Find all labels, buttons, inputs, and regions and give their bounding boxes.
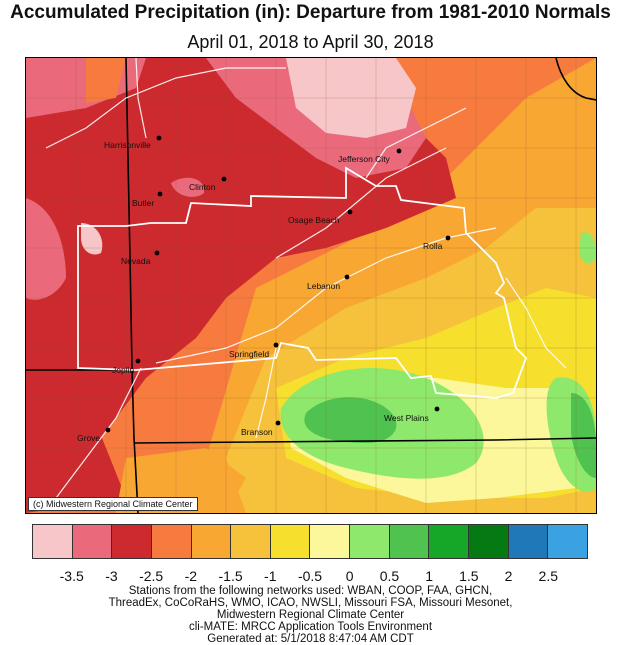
footer-line: Generated at: 5/1/2018 8:47:04 AM CDT [207,633,414,645]
footer-line: Midwestern Regional Climate Center [216,609,405,621]
legend-swatch [72,525,113,558]
city-dot [396,148,402,154]
legend-swatch [548,525,587,558]
city-dot [344,274,350,280]
legend-swatch [429,525,470,558]
city-dot [154,250,160,256]
legend-swatch [112,525,152,558]
legend-swatch [469,525,509,558]
legend-ticks: -3.5 -3 -2.5 -2 -1.5 -1 -0.5 0 0.5 1 1.5 2 2.5 [0,568,621,586]
legend-swatch [231,525,271,558]
city-dot [275,420,281,426]
legend-tick-label: 0 [345,568,354,584]
city-dot [221,176,227,182]
legend-swatch [389,525,430,558]
legend-swatch [151,525,192,558]
credit-label: (c) Midwestern Regional Climate Center [28,497,198,511]
legend-swatch [191,525,232,558]
city-label: Joplin [112,365,134,375]
map-subtitle: April 01, 2018 to April 30, 2018 [187,32,434,52]
legend-swatch [350,525,390,558]
city-dot [156,135,162,141]
legend-tick-label: 1.5 [459,568,479,584]
city-label: Jefferson City [338,154,391,164]
city-label: Grove [77,433,100,443]
city-label: Lebanon [307,281,340,291]
footer-notes: Stations from the following networks use… [0,585,621,645]
legend-swatch [33,525,73,558]
legend-tick-label: -3.5 [59,568,84,584]
city-label: Nevada [121,256,151,266]
legend-tick-label: -2 [184,568,198,584]
city-dot [445,235,451,241]
footer-line: ThreadEx, CoCoRaHS, WMO, ICAO, NWSLI, Mi… [108,597,513,609]
legend-tick-label: 2 [504,568,513,584]
city-label: West Plains [384,413,429,423]
city-markers: Harrisonville Jefferson City Clinton But… [77,135,451,443]
legend-tick-label: 2.5 [538,568,559,584]
city-label: Butler [132,198,154,208]
city-label: Springfield [229,349,269,359]
footer-line: Stations from the following networks use… [128,585,493,597]
legend-swatch [310,525,351,558]
city-label: Branson [241,427,273,437]
city-dot [105,427,111,433]
legend-tick-label: 0.5 [379,568,400,584]
footer-line: cli-MATE: MRCC Application Tools Environ… [188,621,433,633]
legend-swatch [508,525,549,558]
legend-tick-label: -1.5 [218,568,243,584]
city-label: Rolla [423,241,443,251]
city-dot [273,342,279,348]
city-dot [434,406,440,412]
legend-tick-label: 1 [425,568,434,584]
city-dot [347,209,353,215]
color-legend [32,524,588,559]
city-dot [157,191,163,197]
city-label: Harrisonville [104,140,151,150]
legend-tick-label: -1 [264,568,277,584]
city-label: Clinton [189,182,216,192]
legend-tick-label: -3 [105,568,118,584]
legend-tick-label: -0.5 [297,568,323,584]
precipitation-map: Harrisonville Jefferson City Clinton But… [25,57,597,514]
legend-tick-label: -2.5 [139,568,164,584]
city-dot [135,358,141,364]
map-title: Accumulated Precipitation (in): Departur… [10,2,611,23]
city-label: Osage Beach [288,215,340,225]
legend-swatch [270,525,311,558]
